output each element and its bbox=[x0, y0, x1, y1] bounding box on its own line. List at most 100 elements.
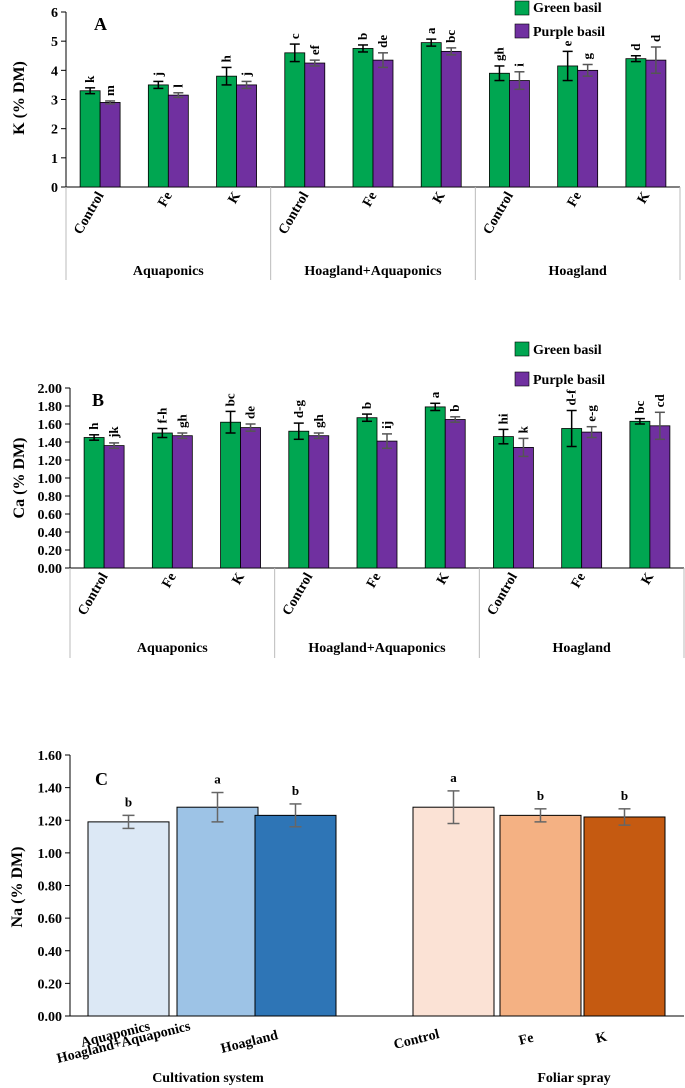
legend-green-label: Green basil bbox=[533, 1, 602, 16]
group-label: Aquaponics bbox=[137, 641, 208, 656]
significance-letter: h bbox=[86, 422, 101, 430]
y-tick-label: 5 bbox=[51, 35, 58, 50]
purple-basil-bar bbox=[513, 446, 534, 569]
significance-letter: de bbox=[243, 406, 258, 419]
y-tick-label: 1.40 bbox=[38, 782, 63, 797]
y-tick-label: 0.20 bbox=[38, 544, 63, 559]
significance-letter: a bbox=[450, 770, 457, 785]
green-basil-bar bbox=[288, 430, 310, 569]
panel-a-categories: Control Fe K Control Fe K Control Fe K bbox=[71, 189, 653, 237]
green-basil-bar bbox=[220, 421, 241, 569]
green-basil-bar bbox=[83, 437, 105, 569]
significance-letter: d-g bbox=[291, 400, 306, 419]
significance-letter: bc bbox=[632, 400, 647, 413]
panel-c-ylabel: Na (% DM) bbox=[9, 847, 26, 928]
group-label: Cultivation system bbox=[152, 1071, 264, 1086]
y-tick-label: 1.20 bbox=[38, 454, 63, 469]
y-tick-label: 0.40 bbox=[38, 945, 63, 960]
group-label: Hoagland+Aquaponics bbox=[308, 641, 446, 656]
y-tick-label: 3 bbox=[51, 94, 58, 109]
purple-basil-bar bbox=[440, 50, 462, 188]
green-basil-bar bbox=[147, 84, 169, 188]
significance-letter: gh bbox=[311, 414, 326, 429]
fe-bar bbox=[499, 814, 582, 1017]
y-tick-label: 6 bbox=[51, 6, 58, 21]
purple-basil-bar bbox=[649, 425, 671, 569]
significance-letter: a bbox=[427, 391, 442, 398]
significance-letter: e bbox=[560, 40, 575, 46]
y-tick-label: 4 bbox=[51, 64, 58, 79]
significance-letter: b bbox=[125, 794, 132, 809]
significance-letter: k bbox=[82, 75, 97, 83]
category-label: K bbox=[226, 189, 244, 206]
legend-purple-label: Purple basil bbox=[533, 373, 605, 388]
category-label: Fe bbox=[360, 190, 380, 210]
significance-letter: b bbox=[355, 33, 370, 40]
category-label: K bbox=[230, 570, 248, 587]
significance-letter: gh bbox=[491, 46, 506, 61]
y-tick-label: 0 bbox=[51, 181, 58, 196]
y-tick-label: 1.60 bbox=[38, 749, 63, 764]
significance-letter: cd bbox=[652, 394, 667, 408]
significance-letter: j bbox=[239, 72, 254, 77]
y-tick-label: 2.00 bbox=[38, 382, 63, 397]
significance-letter: f-h bbox=[154, 407, 169, 424]
significance-letter: j bbox=[150, 72, 165, 77]
significance-letter: i bbox=[511, 63, 526, 67]
significance-letter: m bbox=[102, 85, 117, 96]
y-tick-label: 1.00 bbox=[38, 472, 63, 487]
aquaponics-bar bbox=[87, 821, 170, 1017]
green-basil-bar bbox=[424, 406, 446, 569]
panel-b: B Ca (% DM) Green basil Purple basil 0.0… bbox=[11, 341, 685, 658]
y-tick-label: 1.40 bbox=[38, 436, 63, 451]
y-tick-label: 0.80 bbox=[38, 490, 63, 505]
significance-letter: b bbox=[292, 783, 299, 798]
panel-b-yticks: 0.00 0.20 0.40 0.60 0.80 1.00 1.20 1.40 1.60 1.80… bbox=[38, 382, 684, 577]
purple-basil-bar bbox=[167, 94, 189, 188]
significance-letter: b bbox=[447, 405, 462, 412]
green-basil-bar bbox=[356, 417, 378, 569]
category-label: Fe bbox=[565, 190, 585, 210]
category-label: Fe bbox=[364, 571, 384, 591]
hoagland-bar bbox=[254, 814, 337, 1017]
purple-basil-bar bbox=[581, 431, 603, 569]
panel-a-ylabel: K (% DM) bbox=[11, 61, 28, 135]
purple-basil-bar bbox=[240, 427, 261, 569]
hoagland-aquaponics-bar bbox=[176, 806, 259, 1017]
significance-letter: ef bbox=[307, 44, 322, 55]
significance-letter: ij bbox=[379, 421, 394, 429]
category-label: K bbox=[434, 570, 452, 587]
significance-letter: jk bbox=[106, 426, 121, 439]
group-label: Aquaponics bbox=[133, 264, 204, 279]
significance-letter: l bbox=[170, 84, 185, 88]
purple-basil-bar bbox=[103, 445, 125, 569]
group-label: Hoagland bbox=[552, 641, 611, 656]
green-basil-bar bbox=[557, 65, 579, 188]
group-label: Hoagland+Aquaponics bbox=[304, 264, 442, 279]
green-basil-bar bbox=[561, 428, 583, 569]
significance-letter: b bbox=[359, 402, 374, 409]
category-label: K bbox=[639, 570, 657, 587]
panel-c: C Na (% DM) 0.00 0.20 0.40 0.60 0.80 1.00 1.20… bbox=[9, 749, 684, 1086]
y-tick-label: 2 bbox=[51, 123, 58, 138]
purple-basil-bar bbox=[376, 440, 398, 569]
category-label: Control bbox=[481, 189, 517, 237]
y-tick-label: 1 bbox=[51, 152, 58, 167]
category-label: Hoagland bbox=[219, 1028, 279, 1057]
panel-b-ylabel: Ca (% DM) bbox=[11, 438, 28, 519]
category-label: Control bbox=[75, 570, 111, 618]
panel-c-bars: b a b a b b bbox=[87, 770, 666, 1017]
panel-c-groups: Cultivation system Foliar spray bbox=[152, 1071, 610, 1086]
y-tick-label: 0.60 bbox=[38, 912, 63, 927]
category-label: Control bbox=[276, 189, 312, 237]
purple-basil-bar bbox=[171, 435, 193, 569]
significance-letter: bc bbox=[443, 30, 458, 43]
category-label: Control bbox=[485, 570, 521, 618]
significance-letter: d bbox=[628, 43, 643, 51]
purple-basil-bar bbox=[372, 59, 394, 188]
legend-green-label: Green basil bbox=[533, 343, 602, 358]
y-tick-label: 1.80 bbox=[38, 400, 63, 415]
category-label: Fe bbox=[159, 571, 179, 591]
green-basil-bar bbox=[79, 90, 101, 188]
significance-letter: c bbox=[287, 33, 302, 39]
